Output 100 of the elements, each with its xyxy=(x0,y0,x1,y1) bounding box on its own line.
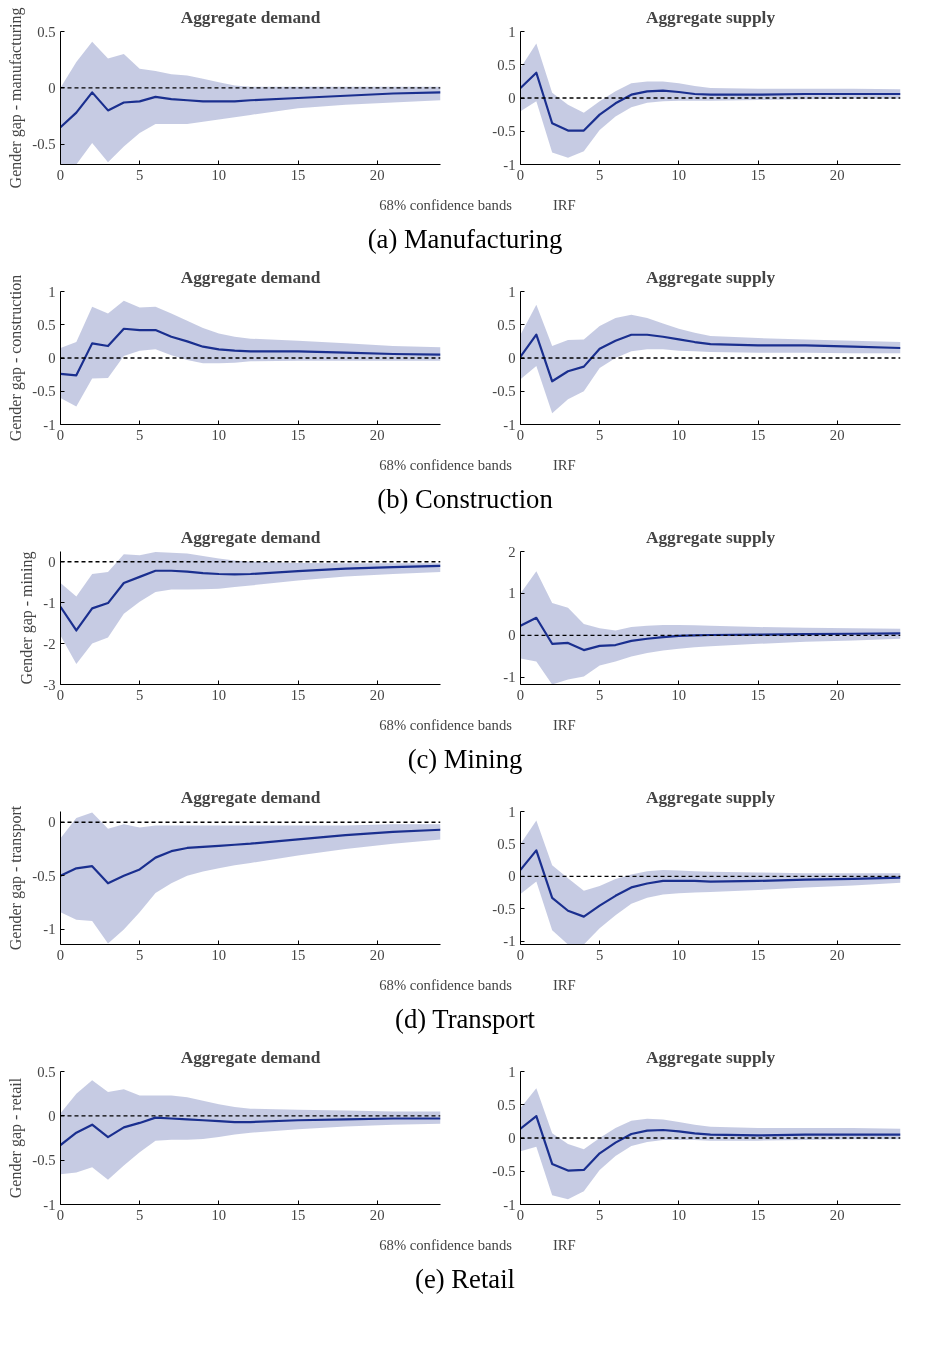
x-tick-label: 5 xyxy=(596,426,604,443)
line-series xyxy=(520,849,901,918)
y-tick-label: 0 xyxy=(508,90,516,106)
x-tick-label: 15 xyxy=(750,946,766,963)
x-tick-label: 20 xyxy=(829,426,845,443)
text: (a) Manufacturing xyxy=(367,223,563,255)
chart-title: Aggregate demand xyxy=(180,527,321,547)
text: (b) Construction xyxy=(377,483,553,515)
x-tick-label: 5 xyxy=(596,166,604,183)
x-tick-label: 10 xyxy=(211,686,227,703)
y-tick-label: -0.5 xyxy=(32,383,56,400)
y-tick-label: 1 xyxy=(508,23,516,40)
y-tick-label: -0.5 xyxy=(492,900,516,917)
x-tick-label: 15 xyxy=(750,1206,766,1223)
x-tick-label: 10 xyxy=(211,1206,227,1223)
x-tick-label: 15 xyxy=(290,166,306,183)
y-tick-label: 0.5 xyxy=(497,835,516,852)
x-tick-label: 10 xyxy=(211,946,227,963)
y-tick-label: 0.5 xyxy=(37,23,56,40)
text: (d) Transport xyxy=(395,1003,535,1035)
x-tick-label: 5 xyxy=(596,946,604,963)
line-series xyxy=(60,828,441,885)
x-tick-label: 20 xyxy=(369,426,385,443)
line-series xyxy=(60,327,441,377)
y-tick-label: 0 xyxy=(508,1130,516,1146)
y-tick-label: -1 xyxy=(503,1196,516,1213)
chart-title: Aggregate demand xyxy=(180,1047,321,1067)
x-tick-label: 10 xyxy=(671,1206,687,1223)
x-tick-label: 5 xyxy=(136,166,144,183)
y-tick-label: -0.5 xyxy=(32,867,56,884)
x-tick-label: 15 xyxy=(290,426,306,443)
x-tick-label: 10 xyxy=(671,946,687,963)
y-tick-label: 0 xyxy=(48,350,56,366)
chart-title: Aggregate supply xyxy=(645,787,776,807)
line-series xyxy=(60,1116,441,1147)
x-tick-label: 15 xyxy=(750,686,766,703)
x-tick-label: 15 xyxy=(750,166,766,183)
x-tick-label: 5 xyxy=(596,686,604,703)
y-axis-title: Gender gap - construction xyxy=(7,274,26,442)
y-tick-label: 0.5 xyxy=(37,316,56,333)
x-tick-label: 20 xyxy=(829,1206,845,1223)
x-tick-label: 20 xyxy=(829,946,845,963)
x-tick-label: 10 xyxy=(671,166,687,183)
y-tick-label: -0.5 xyxy=(492,1163,516,1180)
line-series xyxy=(520,616,901,652)
x-tick-label: 10 xyxy=(671,426,687,443)
chart-title: Aggregate demand xyxy=(180,7,321,27)
text: IRF xyxy=(552,456,576,474)
chart-title: Aggregate demand xyxy=(180,787,321,807)
y-tick-label: 0.5 xyxy=(497,56,516,73)
x-tick-label: 5 xyxy=(596,1206,604,1223)
chart-title: Aggregate supply xyxy=(645,1047,776,1067)
y-tick-label: 0 xyxy=(48,814,56,831)
y-tick-label: -3 xyxy=(43,676,56,693)
y-tick-label: 0 xyxy=(508,868,516,885)
y-tick-label: 0.5 xyxy=(37,1063,56,1080)
y-tick-label: 0 xyxy=(508,627,516,644)
y-tick-label: -1 xyxy=(503,416,516,433)
x-tick-label: 10 xyxy=(211,426,227,443)
y-tick-label: 0 xyxy=(508,350,516,366)
text: IRF xyxy=(552,1236,576,1254)
chart-title: Aggregate supply xyxy=(645,527,776,547)
line-series xyxy=(520,71,901,132)
x-tick-label: 5 xyxy=(136,426,144,443)
y-tick-label: -1 xyxy=(43,416,56,433)
y-tick-label: 0 xyxy=(48,553,56,570)
text: 68% confidence bands xyxy=(379,196,512,214)
x-tick-label: 20 xyxy=(369,946,385,963)
y-tick-label: 0 xyxy=(48,1107,56,1124)
x-tick-label: 15 xyxy=(290,686,306,703)
y-axis-title: Gender gap - mining xyxy=(18,551,37,685)
x-tick-label: 20 xyxy=(829,686,845,703)
x-tick-label: 20 xyxy=(369,166,385,183)
y-tick-label: 0.5 xyxy=(497,316,516,333)
y-tick-label: 1 xyxy=(508,803,516,820)
text: 68% confidence bands xyxy=(379,1236,512,1254)
text: IRF xyxy=(552,976,576,994)
y-tick-label: 0.5 xyxy=(497,1096,516,1113)
chart-title: Aggregate demand xyxy=(180,267,321,287)
x-tick-label: 10 xyxy=(211,166,227,183)
text: (e) Retail xyxy=(415,1263,515,1295)
chart-title: Aggregate supply xyxy=(645,7,776,27)
text: IRF xyxy=(552,716,576,734)
x-tick-label: 20 xyxy=(829,166,845,183)
y-tick-label: -0.5 xyxy=(492,383,516,400)
x-tick-label: 20 xyxy=(369,686,385,703)
y-axis-title: Gender gap - manufacturing xyxy=(7,7,26,189)
y-axis-title: Gender gap - retail xyxy=(7,1077,26,1199)
chart-title: Aggregate supply xyxy=(645,267,776,287)
y-tick-label: 0 xyxy=(48,79,56,96)
y-axis-title: Gender gap - transport xyxy=(7,805,26,951)
y-tick-label: 1 xyxy=(48,283,56,300)
x-tick-label: 20 xyxy=(369,1206,385,1223)
x-tick-label: 5 xyxy=(136,686,144,703)
line-series xyxy=(60,91,441,129)
y-tick-label: -1 xyxy=(43,1196,56,1213)
y-tick-label: 1 xyxy=(508,1063,516,1080)
y-tick-label: -0.5 xyxy=(32,136,56,153)
line-series xyxy=(520,1114,901,1172)
line-series xyxy=(60,564,441,632)
